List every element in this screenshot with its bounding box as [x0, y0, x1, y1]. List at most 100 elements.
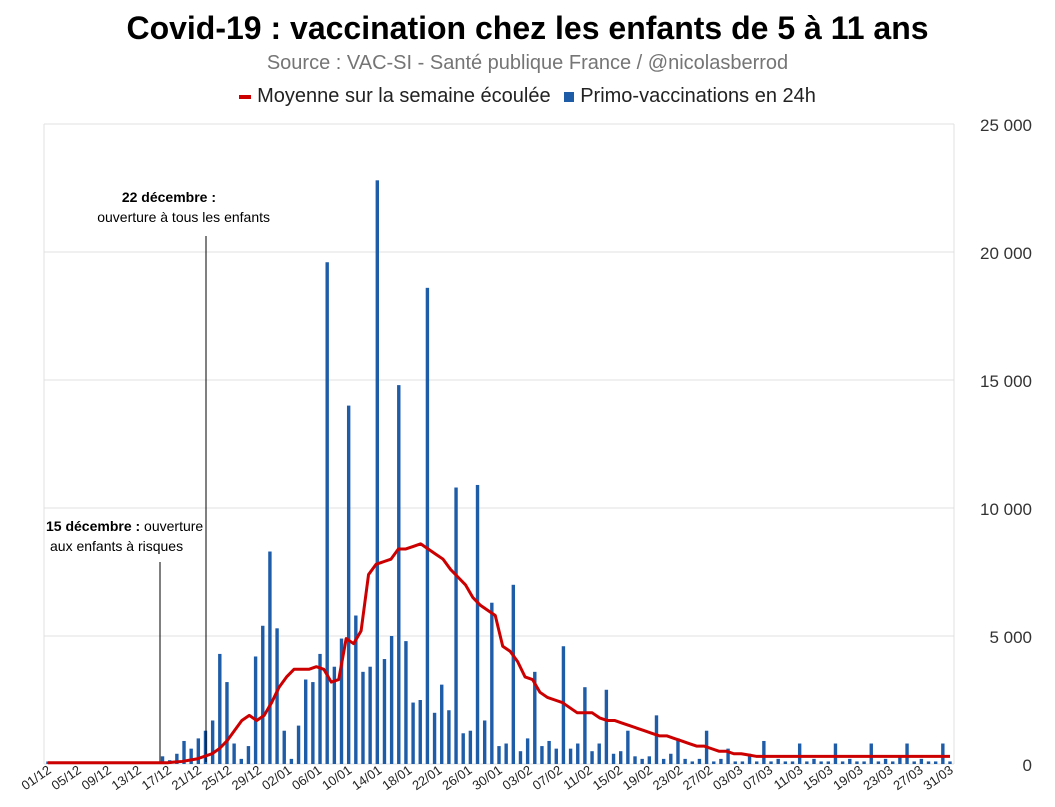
- bar: [611, 753, 616, 764]
- bar: [511, 584, 516, 764]
- bar: [619, 751, 623, 764]
- bar: [633, 756, 637, 764]
- legend-item-bars: Primo-vaccinations en 24h: [564, 85, 816, 108]
- bar: [325, 262, 329, 764]
- x-tick-label: 27/03: [890, 762, 925, 793]
- bar: [454, 487, 458, 764]
- annotation-dec15-title: 15 décembre :: [46, 518, 140, 534]
- bar: [382, 659, 387, 764]
- bar: [561, 646, 566, 764]
- x-tick-label: 11/03: [771, 762, 805, 792]
- x-tick-label: 27/02: [680, 762, 715, 793]
- bar: [697, 758, 702, 764]
- bar: [719, 758, 723, 764]
- bar: [275, 628, 279, 764]
- x-tick-label: 15/03: [800, 762, 835, 793]
- y-tick-label: 15 000: [980, 372, 1032, 391]
- bar: [926, 761, 931, 764]
- x-tick-label: 23/03: [860, 762, 895, 793]
- bar: [540, 746, 544, 764]
- bar: [669, 753, 673, 764]
- bar: [826, 761, 830, 764]
- bar: [769, 761, 773, 764]
- bar: [891, 761, 895, 764]
- bar: [218, 653, 222, 764]
- bar: [640, 758, 644, 764]
- bar: [783, 761, 788, 764]
- bar: [497, 746, 501, 764]
- bar: [160, 756, 165, 764]
- bar: [354, 615, 358, 764]
- x-tick-label: 13/12: [109, 762, 144, 793]
- bar: [869, 743, 873, 764]
- x-tick-label: 07/02: [530, 762, 565, 793]
- bar: [339, 638, 344, 764]
- bar: [304, 679, 308, 764]
- bar: [661, 758, 666, 764]
- y-axis-tick-labels: 0 5 000 10 000 15 000 20 000 25 000: [980, 116, 1032, 775]
- bar: [647, 756, 652, 764]
- bar: [282, 730, 286, 764]
- legend-bars-label: Primo-vaccinations en 24h: [580, 85, 816, 107]
- chart-title: Covid-19 : vaccination chez les enfants …: [126, 10, 929, 46]
- bar: [411, 702, 415, 764]
- bar-series: [46, 180, 952, 764]
- bar: [475, 484, 480, 764]
- x-tick-label: 25/12: [199, 762, 234, 793]
- bar: [504, 743, 508, 764]
- bar: [525, 738, 530, 764]
- bar: [361, 671, 365, 764]
- x-tick-label: 06/01: [289, 762, 324, 793]
- x-tick-label: 01/12: [18, 762, 53, 793]
- x-tick-label: 11/02: [560, 762, 594, 792]
- bar: [440, 684, 444, 764]
- bar: [175, 753, 179, 764]
- bar: [876, 761, 881, 764]
- bar: [654, 715, 659, 764]
- bar: [447, 710, 451, 764]
- bar: [246, 746, 251, 764]
- x-tick-label: 23/02: [650, 762, 685, 793]
- bar: [797, 743, 802, 764]
- bar: [461, 733, 465, 764]
- x-tick-label: 18/01: [379, 762, 414, 793]
- x-tick-label: 17/12: [139, 762, 174, 793]
- annotation-dec22-text: ouverture à tous les enfants: [97, 209, 270, 225]
- bar: [346, 405, 351, 764]
- bar: [883, 758, 888, 764]
- bar: [397, 385, 401, 764]
- bar: [733, 761, 737, 764]
- bar: [490, 602, 494, 764]
- bar: [604, 689, 609, 764]
- x-tick-label: 10/01: [319, 762, 354, 793]
- bar: [790, 761, 795, 764]
- bar: [568, 748, 573, 764]
- bar: [418, 700, 422, 764]
- x-tick-label: 29/12: [229, 762, 264, 793]
- bar: [547, 740, 551, 764]
- legend-bar-swatch: [564, 91, 575, 102]
- bar: [425, 287, 430, 764]
- bar: [576, 743, 580, 764]
- x-tick-label: 21/12: [169, 762, 204, 793]
- bar: [848, 758, 852, 764]
- bar: [533, 671, 537, 764]
- bar: [912, 761, 916, 764]
- bar: [432, 712, 437, 764]
- bar: [855, 761, 859, 764]
- bar: [203, 730, 208, 764]
- bar: [368, 666, 372, 764]
- x-tick-label: 03/03: [710, 762, 745, 793]
- bar: [747, 753, 752, 764]
- bar: [210, 720, 215, 764]
- bar: [590, 751, 594, 764]
- bar: [482, 720, 487, 764]
- y-tick-label: 20 000: [980, 244, 1032, 263]
- x-tick-label: 09/12: [79, 762, 114, 793]
- annotation-dec15-line1: 15 décembre : ouverture: [46, 518, 203, 534]
- bar: [239, 758, 243, 764]
- bar: [261, 625, 265, 764]
- bar: [518, 751, 523, 764]
- bar: [583, 687, 587, 764]
- bar: [253, 656, 258, 764]
